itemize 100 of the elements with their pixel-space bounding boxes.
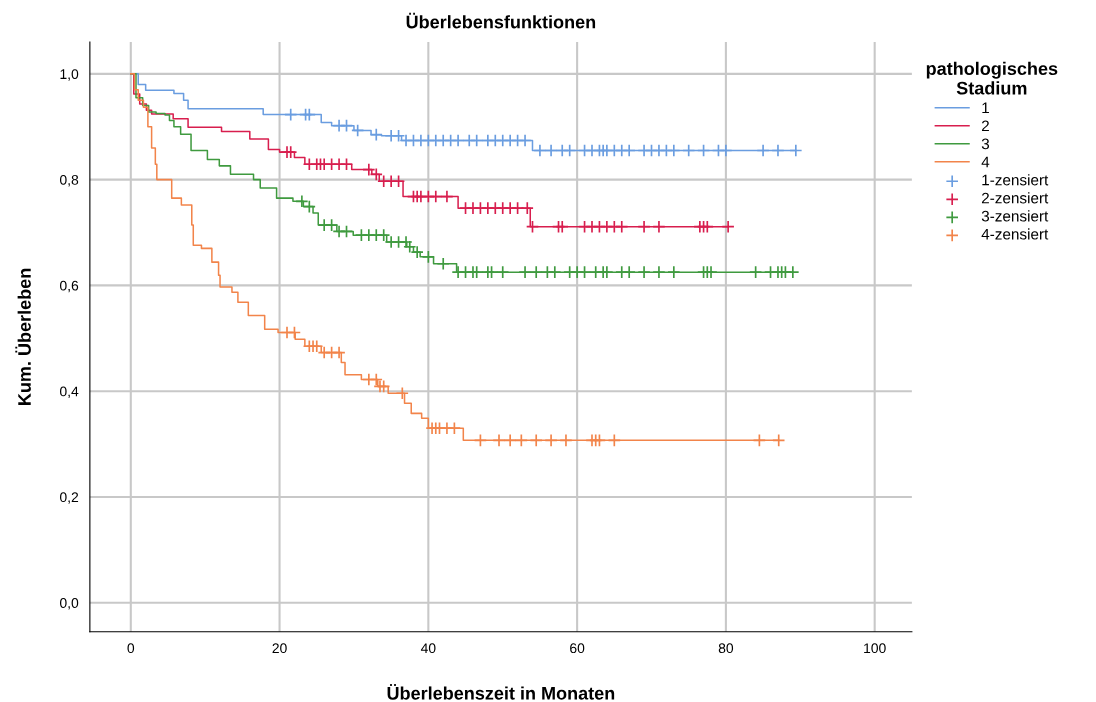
point bbox=[559, 433, 573, 447]
legend-title: pathologisches Stadium bbox=[926, 61, 1058, 95]
x-tick-label: 100 bbox=[864, 643, 886, 654]
point bbox=[544, 433, 558, 447]
x-tick-label: 20 bbox=[272, 643, 287, 654]
point bbox=[484, 265, 499, 279]
point bbox=[440, 189, 454, 204]
point bbox=[520, 201, 534, 215]
legend-label: 1-zensiert bbox=[982, 174, 1049, 186]
point bbox=[696, 143, 711, 158]
chart-title: Überlebensfunktionen bbox=[406, 12, 596, 29]
point bbox=[410, 245, 424, 259]
point bbox=[369, 167, 383, 181]
point bbox=[399, 235, 413, 249]
x-tick-label: 60 bbox=[570, 643, 585, 654]
point bbox=[362, 162, 376, 177]
point bbox=[421, 250, 435, 264]
point bbox=[700, 220, 714, 234]
legend-label: 3-zensiert bbox=[981, 210, 1049, 222]
point bbox=[563, 143, 577, 158]
point bbox=[682, 143, 696, 158]
point bbox=[429, 189, 443, 204]
legend-label: 1 bbox=[982, 102, 989, 114]
y-tick-label: 0,0 bbox=[60, 598, 79, 610]
legend-label: 2 bbox=[981, 120, 989, 132]
point bbox=[470, 265, 484, 279]
point bbox=[652, 220, 666, 234]
point bbox=[492, 433, 506, 447]
y-tick-label: 0,6 bbox=[60, 280, 79, 293]
point bbox=[436, 257, 450, 271]
point bbox=[622, 143, 636, 158]
point bbox=[622, 265, 636, 279]
point bbox=[592, 433, 607, 447]
point bbox=[637, 220, 651, 234]
legend-label: 4 bbox=[981, 156, 990, 168]
point bbox=[339, 157, 354, 171]
point bbox=[749, 265, 763, 279]
point bbox=[377, 228, 391, 242]
point bbox=[473, 433, 488, 447]
x-axis-title: Überlebenszeit in Monaten bbox=[387, 684, 615, 700]
y-tick-label: 1,0 bbox=[60, 69, 79, 81]
x-tick-label: 80 bbox=[718, 643, 734, 654]
y-tick-label: 0,4 bbox=[60, 386, 79, 398]
point bbox=[295, 194, 309, 208]
point bbox=[525, 220, 540, 234]
point bbox=[529, 265, 543, 279]
x-tick-label: 40 bbox=[420, 643, 436, 654]
point bbox=[577, 265, 592, 279]
point bbox=[302, 107, 316, 122]
point bbox=[503, 433, 517, 447]
point bbox=[752, 433, 767, 447]
point bbox=[548, 265, 562, 279]
point bbox=[615, 220, 629, 234]
point bbox=[284, 145, 298, 159]
y-tick-label: 0,8 bbox=[60, 174, 79, 187]
point bbox=[339, 224, 354, 239]
point bbox=[324, 218, 339, 232]
point bbox=[756, 143, 770, 158]
point bbox=[391, 129, 406, 143]
point bbox=[667, 265, 681, 279]
point bbox=[721, 220, 735, 234]
legend-label: 4-zensiert bbox=[981, 228, 1049, 240]
point bbox=[719, 143, 733, 158]
point bbox=[667, 143, 681, 158]
point bbox=[607, 433, 621, 447]
legend-label: 2-zensiert bbox=[981, 192, 1049, 204]
point bbox=[555, 220, 569, 234]
point bbox=[369, 372, 383, 387]
point bbox=[310, 339, 324, 353]
point bbox=[518, 265, 532, 279]
point bbox=[339, 119, 354, 133]
point bbox=[786, 265, 800, 279]
point bbox=[395, 386, 409, 400]
x-tick-label: 0 bbox=[127, 643, 135, 654]
point bbox=[771, 143, 785, 158]
point bbox=[451, 133, 465, 148]
point bbox=[533, 143, 547, 158]
point bbox=[377, 379, 391, 394]
y-axis-title: Kum. Überleben bbox=[15, 268, 31, 405]
point bbox=[789, 143, 803, 158]
legend-label: 3 bbox=[981, 138, 990, 150]
point bbox=[496, 265, 510, 279]
point bbox=[391, 174, 406, 188]
point bbox=[470, 133, 484, 148]
point bbox=[447, 421, 462, 435]
point bbox=[302, 199, 316, 214]
point bbox=[637, 265, 651, 279]
point bbox=[351, 123, 365, 138]
point bbox=[284, 107, 298, 122]
point bbox=[518, 133, 532, 148]
point bbox=[772, 433, 786, 447]
point bbox=[544, 143, 558, 158]
y-tick-label: 0,2 bbox=[60, 492, 79, 504]
point bbox=[652, 265, 666, 279]
point bbox=[529, 433, 543, 447]
point bbox=[287, 325, 302, 340]
point bbox=[403, 240, 417, 254]
point bbox=[514, 433, 528, 447]
point bbox=[332, 345, 346, 360]
point bbox=[369, 128, 383, 142]
